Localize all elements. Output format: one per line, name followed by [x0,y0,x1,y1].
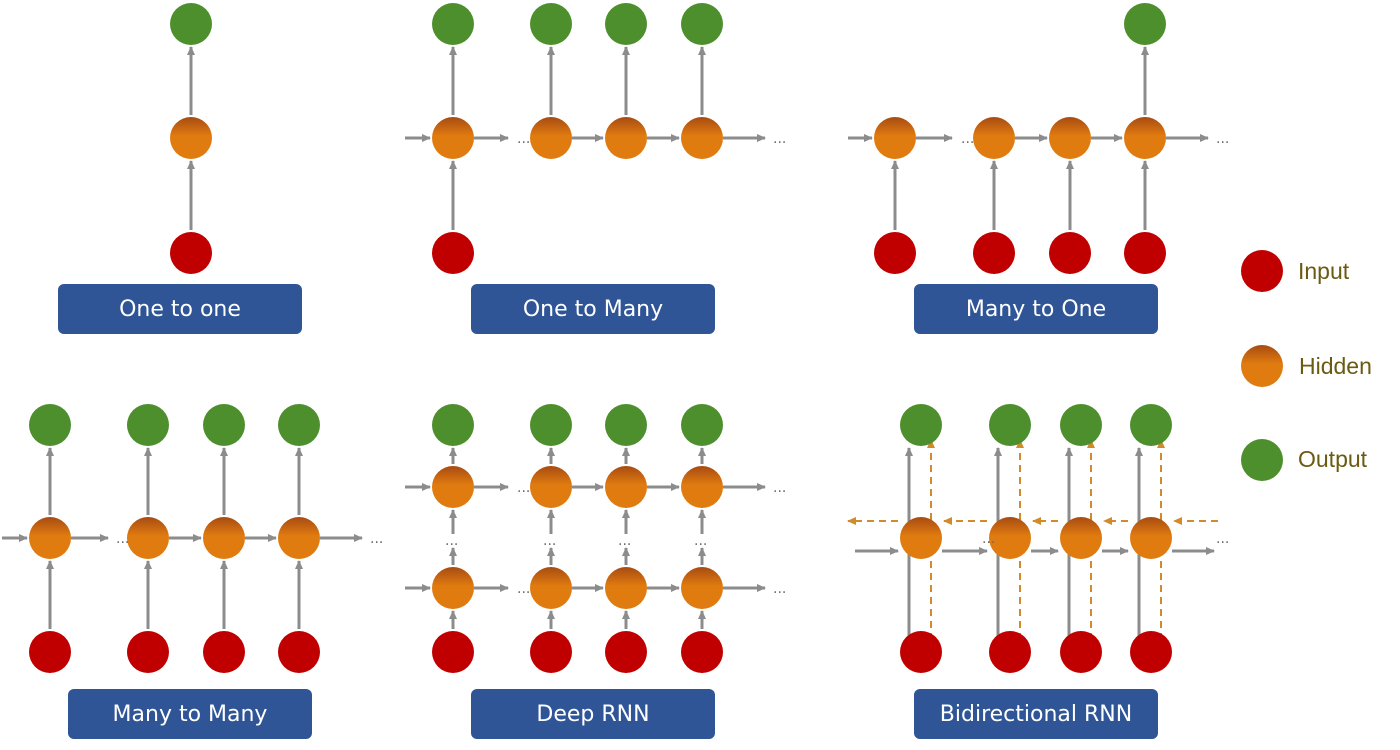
input-node [203,631,245,673]
input-node [432,232,474,274]
ellipsis-text: ... [1216,531,1229,547]
hidden-node [1049,117,1091,159]
output-node [605,3,647,45]
bidirectional-rnn-label: Bidirectional RNN [914,689,1158,739]
input-node [1241,250,1283,292]
output-node [1124,3,1166,45]
hidden-node [203,517,245,559]
input-node [681,631,723,673]
ellipsis-text: ... [773,581,786,597]
many-to-one-label: Many to One [914,284,1158,334]
output-node [432,404,474,446]
hidden-node [1130,517,1172,559]
many-to-many-label: Many to Many [68,689,312,739]
deep-rnn-label: Deep RNN [471,689,715,739]
hidden-node [681,567,723,609]
output-node [900,404,942,446]
output-node [1060,404,1102,446]
output-node [203,404,245,446]
hidden-node [1124,117,1166,159]
legend-output-label: Output [1298,446,1368,472]
ellipsis-text: ... [445,533,458,549]
input-node [1124,232,1166,274]
input-node [170,232,212,274]
input-node [1130,631,1172,673]
hidden-node [605,117,647,159]
hidden-node [1060,517,1102,559]
one-to-many-label: One to Many [471,284,715,334]
output-node [278,404,320,446]
hidden-node [432,117,474,159]
output-node [681,404,723,446]
hidden-node [278,517,320,559]
hidden-node [127,517,169,559]
ellipsis-text: ... [961,131,974,147]
hidden-node [973,117,1015,159]
hidden-node [874,117,916,159]
ellipsis-text: ... [618,533,631,549]
output-node [1130,404,1172,446]
hidden-node [432,466,474,508]
hidden-node [989,517,1031,559]
legend-input-label: Input [1298,258,1350,284]
legend-hidden-label: Hidden [1299,353,1372,379]
hidden-node [681,466,723,508]
input-node [1060,631,1102,673]
hidden-node [1241,345,1283,387]
input-node [29,631,71,673]
output-node [29,404,71,446]
output-node [681,3,723,45]
hidden-node [900,517,942,559]
input-node [530,631,572,673]
output-node [1241,439,1283,481]
input-node [973,232,1015,274]
hidden-node [29,517,71,559]
ellipsis-text: ... [370,531,383,547]
ellipsis-text: ... [1216,131,1229,147]
input-node [605,631,647,673]
output-node [432,3,474,45]
hidden-node [605,567,647,609]
output-node [170,3,212,45]
input-node [432,631,474,673]
input-node [989,631,1031,673]
ellipsis-marks: ........................................… [116,131,1229,597]
output-node [530,3,572,45]
ellipsis-text: ... [517,480,530,496]
hidden-node [605,466,647,508]
ellipsis-text: ... [773,480,786,496]
ellipsis-text: ... [694,533,707,549]
input-node [1049,232,1091,274]
ellipsis-text: ... [517,581,530,597]
hidden-node [530,567,572,609]
hidden-node [530,466,572,508]
input-node [874,232,916,274]
input-node [900,631,942,673]
network-nodes [29,3,1283,673]
output-node [530,404,572,446]
hidden-node [681,117,723,159]
one-to-one-label: One to one [58,284,302,334]
input-node [127,631,169,673]
output-node [605,404,647,446]
hidden-node [432,567,474,609]
ellipsis-text: ... [517,131,530,147]
output-node [127,404,169,446]
ellipsis-text: ... [543,533,556,549]
hidden-node [170,117,212,159]
ellipsis-text: ... [116,531,129,547]
input-node [278,631,320,673]
output-node [989,404,1031,446]
hidden-node [530,117,572,159]
ellipsis-text: ... [982,531,995,547]
ellipsis-text: ... [773,131,786,147]
